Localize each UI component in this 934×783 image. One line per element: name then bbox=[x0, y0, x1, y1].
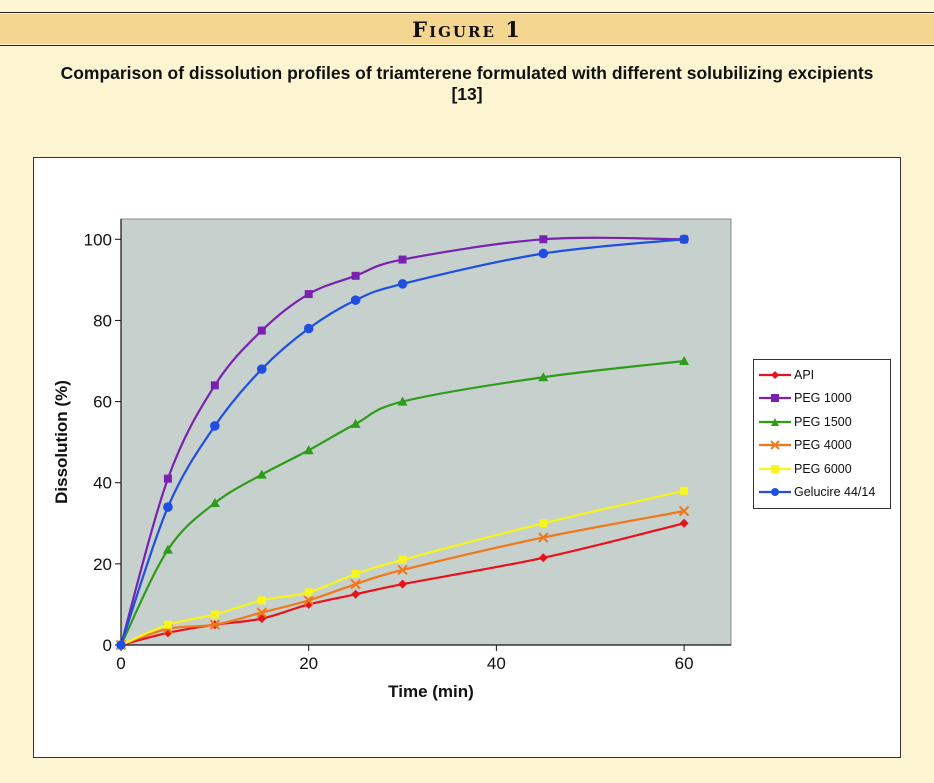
data-point-peg-4000 bbox=[209, 619, 221, 630]
figure-label: Figure 1 bbox=[412, 16, 522, 42]
data-point-peg-1500 bbox=[303, 445, 314, 455]
legend-item-gelucire-44-14: Gelucire 44/14 bbox=[758, 481, 890, 505]
y-tick-label: 60 bbox=[93, 393, 112, 412]
data-point-peg-1000 bbox=[210, 381, 219, 390]
chart-legend: API PEG 1000 PEG 1500 PEG 4000 PEG 6000 Geluc… bbox=[753, 359, 891, 509]
data-point-gelucire-44-14 bbox=[538, 248, 549, 259]
data-point-gelucire-44-14 bbox=[679, 234, 689, 245]
data-point-api bbox=[398, 579, 408, 589]
data-point-api bbox=[538, 553, 548, 563]
data-point-peg-4000 bbox=[678, 505, 690, 517]
data-point-peg-1500 bbox=[538, 372, 549, 382]
data-point-peg-1500 bbox=[350, 418, 361, 428]
y-tick-label: 100 bbox=[84, 230, 112, 249]
legend-label-api: API bbox=[794, 367, 815, 382]
data-point-gelucire-44-14 bbox=[350, 295, 361, 305]
y-axis-title: Dissolution (%) bbox=[52, 380, 71, 504]
x-tick-label: 40 bbox=[487, 654, 506, 673]
data-point-peg-4000 bbox=[350, 578, 361, 590]
x-tick-label: 60 bbox=[675, 654, 694, 673]
legend-swatch-peg-1000 bbox=[759, 394, 791, 403]
data-point-api bbox=[679, 518, 689, 528]
top-rule bbox=[0, 12, 934, 13]
data-point-gelucire-44-14 bbox=[163, 502, 173, 512]
data-point-peg-6000 bbox=[304, 588, 313, 597]
y-tick-label: 0 bbox=[103, 636, 112, 655]
data-point-api bbox=[351, 589, 361, 599]
y-tick-label: 80 bbox=[93, 311, 112, 330]
data-point-peg-6000 bbox=[398, 555, 407, 564]
legend-item-peg-4000: PEG 4000 bbox=[758, 434, 890, 458]
data-point-peg-1500 bbox=[679, 356, 690, 365]
data-point-peg-1000 bbox=[304, 290, 313, 299]
legend-item-api: API bbox=[758, 363, 890, 387]
legend-swatch-peg-6000 bbox=[759, 464, 791, 473]
header-rule bbox=[0, 45, 934, 46]
data-point-peg-4000 bbox=[538, 532, 549, 543]
figure-caption: Comparison of dissolution profiles of tr… bbox=[60, 63, 874, 104]
x-tick-label: 0 bbox=[116, 654, 125, 673]
legend-label-peg-6000: PEG 6000 bbox=[794, 461, 852, 476]
legend-item-peg-1000: PEG 1000 bbox=[758, 387, 890, 411]
legend-swatch-peg-1500 bbox=[759, 417, 791, 426]
data-point-peg-6000 bbox=[539, 519, 548, 528]
legend-swatch-api bbox=[759, 370, 791, 379]
data-point-peg-4000 bbox=[303, 595, 314, 606]
data-point-peg-1500 bbox=[256, 469, 267, 479]
dissolution-chart: 0 20 40 60 80 100 0 20 40 60 Time (min) Dissolution… bbox=[52, 218, 732, 701]
y-tick-label: 20 bbox=[93, 555, 112, 574]
data-point-peg-1500 bbox=[162, 544, 173, 554]
data-point-gelucire-44-14 bbox=[116, 640, 126, 650]
legend-label-peg-4000: PEG 4000 bbox=[794, 438, 852, 453]
y-tick-label: 40 bbox=[93, 474, 112, 493]
data-point-peg-1000 bbox=[257, 326, 266, 335]
data-point-peg-6000 bbox=[257, 596, 266, 605]
data-point-peg-4000 bbox=[397, 564, 408, 576]
data-point-peg-6000 bbox=[351, 570, 360, 578]
legend-label-peg-1500: PEG 1500 bbox=[794, 414, 852, 429]
data-point-peg-1000 bbox=[539, 235, 548, 244]
data-point-peg-1500 bbox=[209, 498, 220, 507]
legend-swatch-gelucire-44-14 bbox=[759, 488, 791, 497]
data-point-gelucire-44-14 bbox=[210, 421, 220, 431]
data-point-peg-6000 bbox=[680, 486, 689, 495]
figure-header: Figure 1 bbox=[0, 14, 934, 44]
data-point-gelucire-44-14 bbox=[256, 364, 267, 374]
data-point-peg-6000 bbox=[210, 610, 219, 619]
plot-area bbox=[120, 218, 732, 646]
legend-item-peg-1500: PEG 1500 bbox=[758, 410, 890, 434]
data-point-gelucire-44-14 bbox=[397, 279, 408, 289]
series-line-peg-1500 bbox=[120, 359, 685, 646]
legend-item-peg-6000: PEG 6000 bbox=[758, 457, 890, 481]
x-axis-title: Time (min) bbox=[388, 682, 474, 701]
data-point-peg-1000 bbox=[398, 255, 407, 264]
data-point-api bbox=[257, 614, 267, 624]
legend-label-gelucire-44-14: Gelucire 44/14 bbox=[794, 485, 876, 500]
legend-swatch-peg-4000 bbox=[759, 440, 791, 450]
x-tick-label: 20 bbox=[299, 654, 318, 673]
data-point-peg-1000 bbox=[351, 271, 360, 280]
data-point-peg-4000 bbox=[256, 607, 267, 618]
data-point-gelucire-44-14 bbox=[303, 323, 314, 334]
data-point-peg-1500 bbox=[397, 396, 408, 406]
data-point-peg-6000 bbox=[163, 620, 172, 629]
legend-label-peg-1000: PEG 1000 bbox=[794, 391, 852, 406]
data-point-peg-1000 bbox=[163, 474, 172, 483]
